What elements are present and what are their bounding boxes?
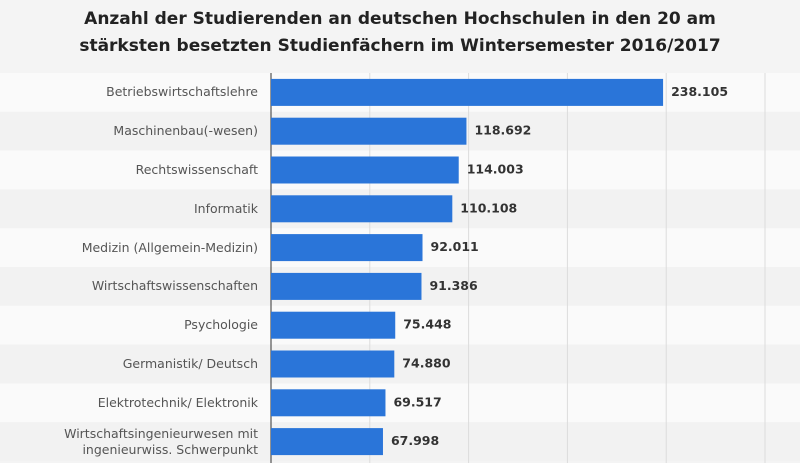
bar [271,311,396,339]
value-label: 110.108 [460,200,517,215]
value-label: 91.386 [429,278,478,293]
y-tick-label: Wirtschaftswissenschaften [91,278,258,294]
bar [271,78,664,106]
bar [271,234,423,262]
chart-title: Anzahl der Studierenden an deutschen Hoc… [79,9,721,56]
value-label: 118.692 [474,123,531,138]
value-label: 75.448 [403,317,451,332]
y-tick-label: Wirtschaftsingenieurwesen mit ingenieurw… [64,425,258,457]
value-label: 114.003 [467,162,524,177]
y-tick-label: Maschinenbau(-wesen) [113,123,258,139]
y-tick-label: Psychologie [184,317,258,333]
value-label: 238.105 [671,84,728,99]
value-label: 74.880 [402,356,451,371]
value-label: 92.011 [431,239,479,254]
y-tick-label: Germanistik/ Deutsch [122,356,258,371]
y-tick-label: Rechtswissenschaft [135,162,258,177]
bar [271,272,422,300]
y-tick-label: Elektrotechnik/ Elektronik [97,394,258,410]
bar [271,156,459,184]
bar [271,195,453,223]
bar [271,428,383,456]
bar [271,350,395,378]
bar [271,389,386,417]
bar [271,117,467,145]
y-tick-label: Betriebswirtschaftslehre [106,84,258,100]
value-label: 67.998 [391,433,439,448]
y-tick-label: Informatik [193,200,258,216]
value-label: 69.517 [393,394,441,409]
y-tick-label: Medizin (Allgemein-Medizin) [81,239,258,255]
